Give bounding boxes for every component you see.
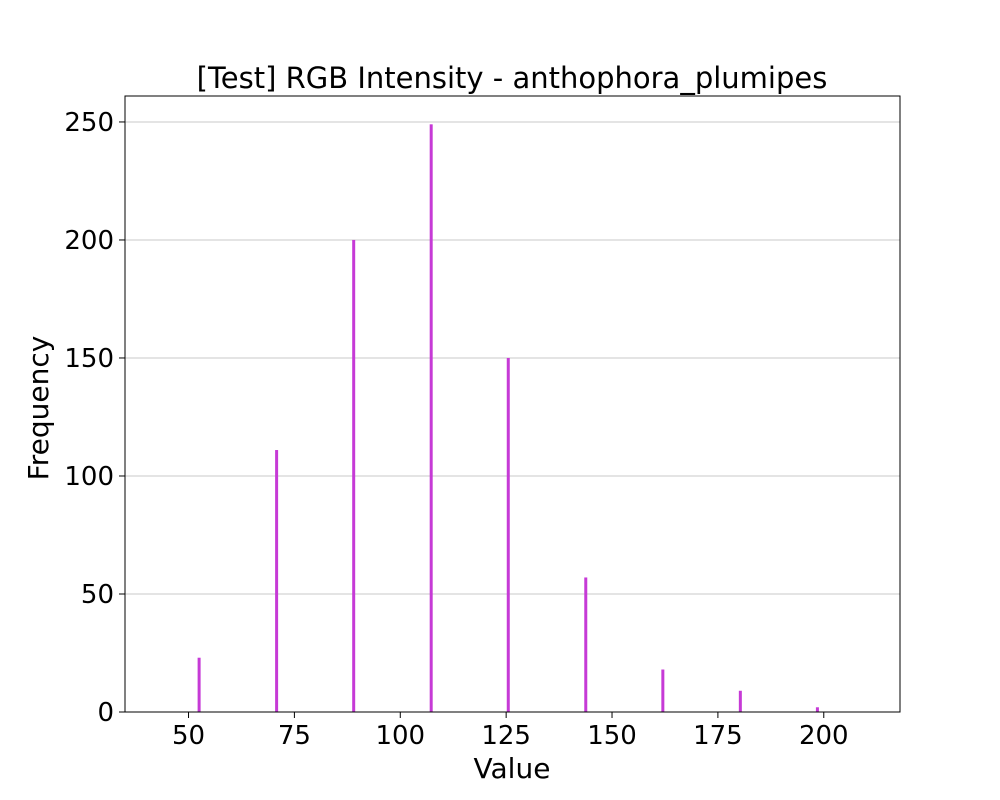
x-tick-label: 150 [587, 721, 637, 751]
y-axis-label: Frequency [22, 336, 55, 481]
histogram-bar [429, 124, 433, 712]
histogram-bar [506, 357, 510, 712]
plot-frame [124, 95, 901, 713]
histogram-bar [352, 239, 356, 712]
x-axis-label: Value [474, 752, 551, 785]
histogram-bar [738, 690, 742, 712]
histogram-bar [661, 669, 665, 712]
y-axis-ticks: 0 50 100 150 200 250 [64, 108, 125, 728]
histogram-bar [584, 577, 588, 712]
bars-group [197, 124, 819, 712]
y-tick-label: 100 [64, 462, 114, 492]
y-tick-label: 50 [81, 580, 114, 610]
histogram-bar [197, 657, 201, 712]
y-tick-label: 250 [64, 108, 114, 138]
x-axis-ticks: 50 75 100 125 150 175 200 [172, 712, 849, 751]
x-tick-label: 75 [278, 721, 311, 751]
y-tick-label: 200 [64, 226, 114, 256]
x-tick-label: 50 [172, 721, 205, 751]
histogram-bar [275, 450, 279, 712]
chart-title: [Test] RGB Intensity - anthophora_plumip… [197, 61, 828, 95]
x-tick-label: 125 [481, 721, 531, 751]
y-tick-label: 0 [97, 698, 114, 728]
grid-lines [125, 121, 900, 595]
y-tick-label: 150 [64, 344, 114, 374]
x-tick-label: 100 [375, 721, 425, 751]
x-tick-label: 200 [799, 721, 849, 751]
x-tick-label: 175 [693, 721, 743, 751]
histogram-bar [815, 707, 819, 712]
